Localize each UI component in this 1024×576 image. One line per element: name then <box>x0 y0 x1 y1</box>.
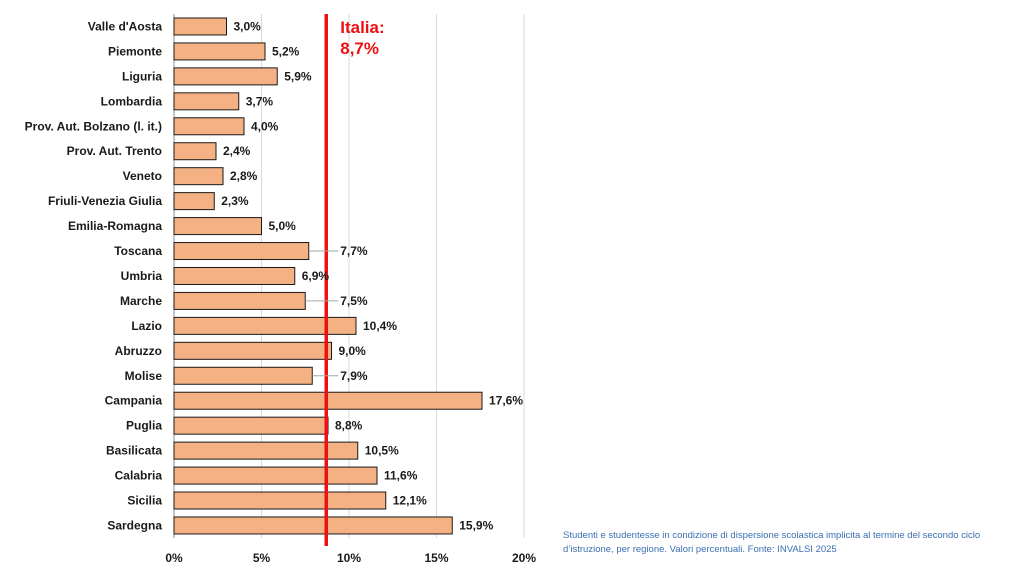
value-label: 17,6% <box>489 394 523 408</box>
category-label: Calabria <box>115 469 163 483</box>
category-labels: Valle d'Aosta Piemonte Liguria Lombardia Pro… <box>25 19 163 532</box>
category-label: Sicilia <box>127 494 162 508</box>
value-label: 2,8% <box>230 169 258 183</box>
bar <box>173 167 224 186</box>
value-label: 5,9% <box>284 69 312 83</box>
caption-line-1: Studenti e studentesse in condizione di … <box>563 530 981 541</box>
category-label: Prov. Aut. Bolzano (l. it.) <box>25 119 162 133</box>
bar <box>173 316 357 335</box>
value-label: 5,0% <box>269 219 297 233</box>
value-label: 11,6% <box>384 469 418 483</box>
bar <box>173 416 329 435</box>
bar <box>173 242 310 261</box>
bar <box>173 341 332 360</box>
category-label: Marche <box>120 294 162 308</box>
bars <box>173 17 483 535</box>
value-label: 6,9% <box>302 269 330 283</box>
bar <box>173 366 313 385</box>
category-label: Prov. Aut. Trento <box>67 144 162 158</box>
category-label: Lombardia <box>101 94 163 108</box>
bar <box>173 441 359 460</box>
category-label: Basilicata <box>106 444 162 458</box>
value-label: 4,0% <box>251 119 279 133</box>
value-label: 8,8% <box>335 419 363 433</box>
x-tick-label: 0% <box>165 551 183 565</box>
category-label: Abruzzo <box>115 344 162 358</box>
x-tick-label: 10% <box>337 551 361 565</box>
reference-label-line1: Italia: <box>340 18 384 37</box>
bar <box>173 491 387 510</box>
bar <box>173 17 227 36</box>
bar <box>173 42 266 61</box>
value-label: 10,5% <box>365 444 399 458</box>
category-label: Veneto <box>123 169 162 183</box>
chart-caption: Studenti e studentesse in condizione di … <box>563 529 983 557</box>
value-label: 7,7% <box>340 244 368 258</box>
bar <box>173 291 306 310</box>
bar <box>173 67 278 86</box>
category-label: Liguria <box>122 69 162 83</box>
bar <box>173 516 453 535</box>
value-label: 3,7% <box>246 94 274 108</box>
category-label: Molise <box>125 369 163 383</box>
x-tick-labels: 0% 5% 10% 15% 20% <box>165 551 536 565</box>
value-label: 5,2% <box>272 44 300 58</box>
bar <box>173 266 296 285</box>
value-label: 10,4% <box>363 319 397 333</box>
value-labels: 3,0% 5,2% 5,9% 3,7% 4,0%2,4% 2,8% 2,3% 5,0% 7,7%… <box>221 19 523 532</box>
category-label: Umbria <box>121 269 163 283</box>
bar <box>173 217 262 236</box>
value-label: 2,3% <box>221 194 249 208</box>
value-label: 15,9% <box>459 518 493 532</box>
category-label: Emilia-Romagna <box>68 219 162 233</box>
category-label: Piemonte <box>108 44 162 58</box>
category-label: Valle d'Aosta <box>88 19 163 33</box>
value-label: 2,4% <box>223 144 251 158</box>
x-tick-label: 5% <box>253 551 271 565</box>
bar <box>173 142 217 161</box>
value-label: 9,0% <box>339 344 367 358</box>
value-label: 12,1% <box>393 494 427 508</box>
value-label: 7,5% <box>340 294 368 308</box>
value-label: 3,0% <box>234 19 262 33</box>
value-label: 7,9% <box>340 369 368 383</box>
category-label: Campania <box>105 394 163 408</box>
category-label: Lazio <box>131 319 162 333</box>
bar <box>173 92 240 111</box>
category-label: Friuli-Venezia Giulia <box>48 194 162 208</box>
category-label: Puglia <box>126 419 162 433</box>
category-label: Sardegna <box>107 518 162 532</box>
bar <box>173 466 378 485</box>
bar <box>173 117 245 136</box>
x-tick-label: 20% <box>512 551 536 565</box>
reference-label-line2: 8,7% <box>340 39 379 58</box>
x-tick-label: 15% <box>424 551 448 565</box>
category-label: Toscana <box>114 244 162 258</box>
caption-line-2: d’istruzione, per regione. Valori percen… <box>563 544 837 555</box>
bar <box>173 192 215 211</box>
